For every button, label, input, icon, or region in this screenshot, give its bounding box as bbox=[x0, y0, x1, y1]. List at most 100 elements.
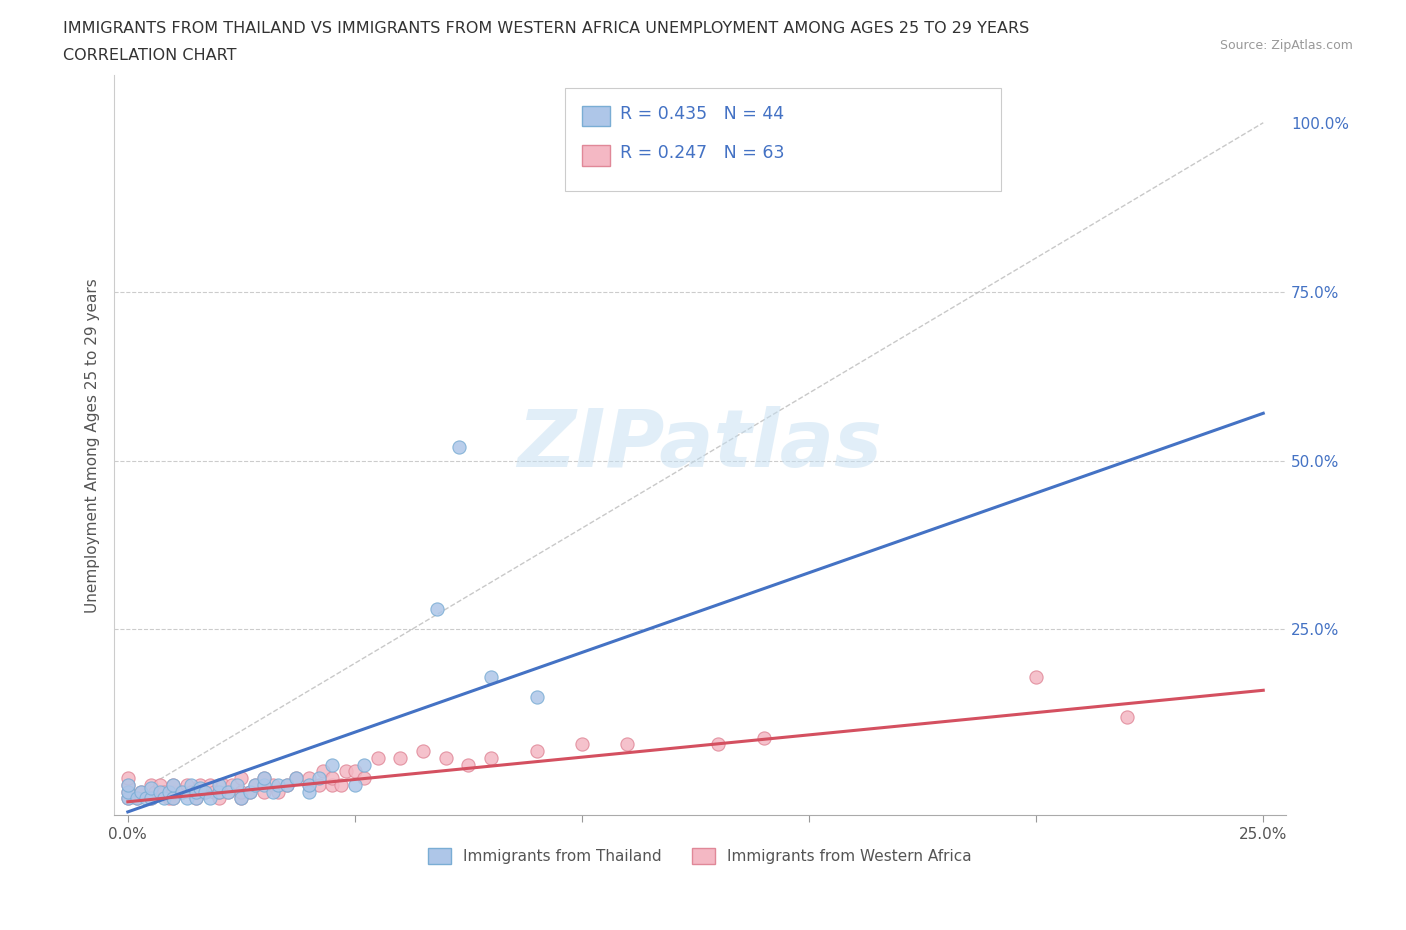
Point bbox=[335, 764, 357, 778]
Point bbox=[1116, 710, 1139, 724]
Point bbox=[208, 784, 231, 799]
Text: IMMIGRANTS FROM THAILAND VS IMMIGRANTS FROM WESTERN AFRICA UNEMPLOYMENT AMONG AG: IMMIGRANTS FROM THAILAND VS IMMIGRANTS F… bbox=[63, 21, 1029, 36]
Point bbox=[389, 751, 412, 765]
Point bbox=[208, 777, 231, 792]
Point bbox=[162, 790, 184, 805]
Point bbox=[298, 784, 321, 799]
Point bbox=[479, 670, 502, 684]
Y-axis label: Unemployment Among Ages 25 to 29 years: Unemployment Among Ages 25 to 29 years bbox=[86, 278, 100, 613]
Point bbox=[298, 777, 321, 792]
Point bbox=[412, 744, 434, 759]
Point bbox=[526, 744, 548, 759]
Point bbox=[298, 777, 321, 792]
Point bbox=[190, 781, 212, 796]
Legend: Immigrants from Thailand, Immigrants from Western Africa: Immigrants from Thailand, Immigrants fro… bbox=[422, 843, 979, 870]
Text: R = 0.247   N = 63: R = 0.247 N = 63 bbox=[620, 144, 785, 163]
Point bbox=[157, 790, 180, 805]
Point bbox=[321, 757, 343, 772]
Point bbox=[616, 737, 638, 751]
Point bbox=[330, 777, 353, 792]
Point bbox=[198, 790, 221, 805]
Point bbox=[284, 771, 307, 786]
Point bbox=[117, 784, 139, 799]
Point bbox=[353, 771, 375, 786]
Point bbox=[284, 771, 307, 786]
Point bbox=[253, 784, 276, 799]
Point bbox=[449, 440, 471, 455]
Text: CORRELATION CHART: CORRELATION CHART bbox=[63, 48, 236, 63]
Point bbox=[221, 777, 243, 792]
Point bbox=[162, 777, 184, 792]
Point bbox=[267, 777, 290, 792]
Point bbox=[308, 777, 330, 792]
Point bbox=[367, 751, 389, 765]
Point bbox=[434, 751, 457, 765]
Point bbox=[176, 790, 198, 805]
Point bbox=[353, 757, 375, 772]
Point bbox=[243, 777, 266, 792]
Point bbox=[239, 784, 262, 799]
Point bbox=[343, 777, 366, 792]
Point bbox=[212, 777, 235, 792]
Point bbox=[157, 784, 180, 799]
Point bbox=[752, 730, 775, 745]
Point bbox=[707, 737, 730, 751]
Text: Source: ZipAtlas.com: Source: ZipAtlas.com bbox=[1219, 39, 1353, 52]
Point bbox=[125, 790, 148, 805]
Point bbox=[312, 764, 335, 778]
Point bbox=[149, 784, 172, 799]
Point bbox=[131, 784, 153, 799]
Point bbox=[343, 764, 366, 778]
Point bbox=[208, 784, 231, 799]
Point bbox=[139, 790, 162, 805]
Point bbox=[149, 777, 172, 792]
Point bbox=[262, 784, 284, 799]
Point bbox=[231, 771, 253, 786]
Point bbox=[153, 784, 176, 799]
Point bbox=[202, 784, 225, 799]
Point bbox=[253, 777, 276, 792]
Point bbox=[526, 689, 548, 704]
Point bbox=[231, 784, 253, 799]
Point bbox=[571, 737, 593, 751]
Point bbox=[172, 784, 194, 799]
Point bbox=[180, 784, 202, 799]
Point bbox=[153, 790, 176, 805]
Point bbox=[194, 784, 217, 799]
Point bbox=[479, 751, 502, 765]
Point bbox=[139, 790, 162, 805]
Point bbox=[276, 777, 298, 792]
Point bbox=[1025, 670, 1047, 684]
Point bbox=[162, 790, 184, 805]
Point bbox=[457, 757, 479, 772]
Point bbox=[321, 771, 343, 786]
Point bbox=[239, 784, 262, 799]
Text: ZIPatlas: ZIPatlas bbox=[517, 406, 883, 485]
Point bbox=[198, 777, 221, 792]
Point bbox=[162, 784, 184, 799]
Point bbox=[117, 771, 139, 786]
Point bbox=[321, 777, 343, 792]
Point bbox=[184, 790, 207, 805]
Point bbox=[117, 784, 139, 799]
Point bbox=[262, 777, 284, 792]
Point bbox=[267, 784, 290, 799]
Point bbox=[276, 777, 298, 792]
Point bbox=[184, 790, 207, 805]
Point bbox=[172, 784, 194, 799]
Point bbox=[231, 790, 253, 805]
Point bbox=[139, 781, 162, 796]
Point bbox=[117, 790, 139, 805]
Point bbox=[184, 784, 207, 799]
Text: R = 0.435   N = 44: R = 0.435 N = 44 bbox=[620, 105, 785, 124]
Point bbox=[208, 790, 231, 805]
Point bbox=[426, 602, 449, 617]
Point bbox=[190, 777, 212, 792]
Point bbox=[217, 784, 239, 799]
Point bbox=[143, 784, 166, 799]
Point bbox=[131, 784, 153, 799]
Point bbox=[180, 777, 202, 792]
Point bbox=[135, 790, 157, 805]
Point bbox=[139, 777, 162, 792]
Point bbox=[308, 771, 330, 786]
